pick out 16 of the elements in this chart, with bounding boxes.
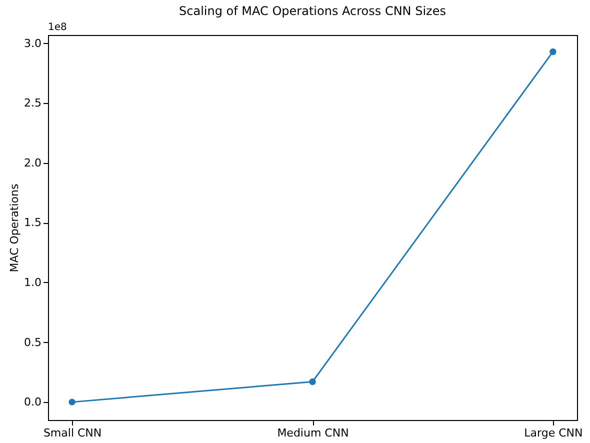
x-tick-label: Small CNN [43,426,102,440]
chart-title: Scaling of MAC Operations Across CNN Sizes [179,4,446,18]
y-tick-label: 3.0 [24,36,42,50]
y-tick-label: 1.0 [24,276,42,289]
text: 1e8 [48,22,67,33]
point [68,398,76,406]
y-tick-label: 2.0 [24,156,42,170]
point [550,48,556,56]
x-tick-label: Large CNN [524,426,583,440]
y-tick-label: 0.5 [24,336,42,349]
y-tick-label: 1.5 [24,216,42,230]
x-tick-label: Medium CNN [277,426,349,440]
y-tick-label: 0.0 [24,396,42,409]
y-tick-label: 2.5 [24,96,42,110]
y-axis-title: MAC Operations [8,184,22,272]
point [309,378,316,386]
